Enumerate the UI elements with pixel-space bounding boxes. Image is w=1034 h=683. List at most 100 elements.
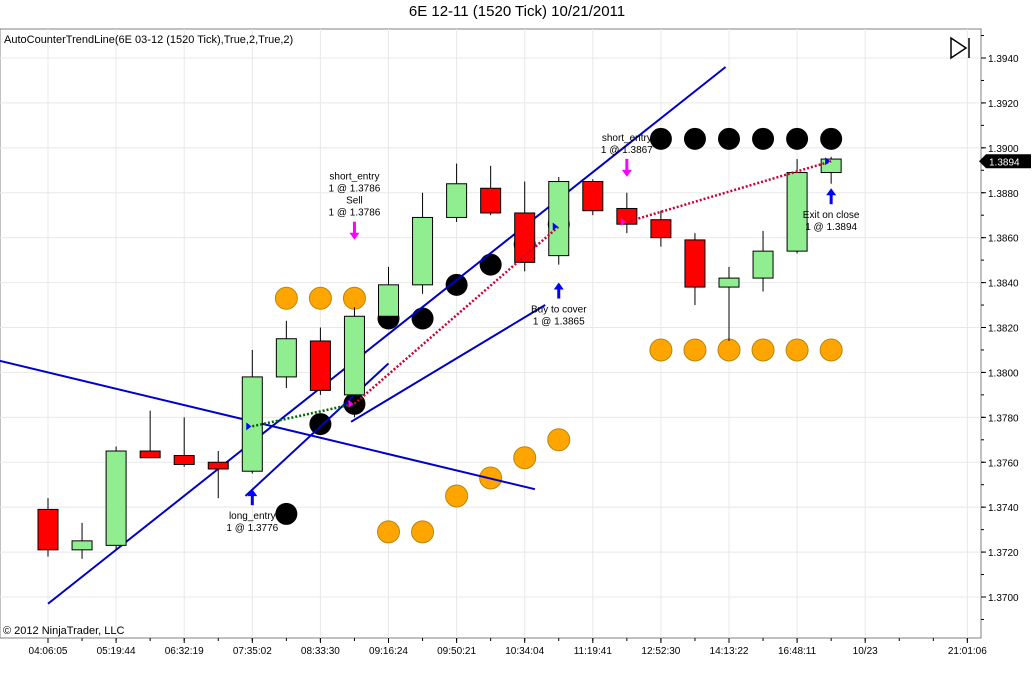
x-axis: 04:06:05 05:19:44 06:32:19 07:35:02 08:33:30… bbox=[29, 638, 987, 657]
orange-dot bbox=[717, 338, 741, 362]
x-tick-label: 12:52:30 bbox=[641, 646, 680, 657]
orange-dot bbox=[785, 338, 809, 362]
execution-label: Buy to cover bbox=[531, 305, 587, 316]
sell-arrow-head bbox=[621, 169, 632, 177]
trend-line bbox=[350, 304, 546, 423]
execution-label: 1 @ 1.3867 bbox=[601, 145, 653, 156]
black-dot bbox=[411, 307, 434, 330]
execution-label: 1 @ 1.3786 bbox=[329, 208, 381, 219]
up-candle bbox=[752, 250, 774, 279]
down-candle bbox=[514, 212, 536, 263]
y-tick-label: 1.3880 bbox=[988, 189, 1019, 200]
execution-label: 1 @ 1.3865 bbox=[533, 317, 585, 328]
down-candle bbox=[173, 455, 195, 465]
x-tick-label: 21:01:06 bbox=[948, 646, 987, 657]
x-tick-label: 07:35:02 bbox=[233, 646, 272, 657]
orange-dot bbox=[411, 520, 435, 544]
execution-label: 1 @ 1.3894 bbox=[805, 222, 857, 233]
x-tick-label: 06:32:19 bbox=[165, 646, 204, 657]
orange-dot bbox=[513, 446, 537, 470]
up-candle bbox=[412, 216, 434, 286]
black-dot bbox=[786, 127, 809, 150]
trade-lines-layer bbox=[252, 160, 832, 428]
dots-layer bbox=[274, 127, 843, 544]
x-tick-label: 04:06:05 bbox=[29, 646, 68, 657]
y-tick-label: 1.3840 bbox=[988, 279, 1019, 290]
trade-line bbox=[626, 160, 832, 224]
execution-label: 1 @ 1.3786 bbox=[329, 184, 381, 195]
black-dot bbox=[309, 413, 332, 436]
trade-line bbox=[353, 225, 560, 405]
execution-marker bbox=[552, 222, 558, 231]
execution-marker bbox=[348, 399, 354, 408]
down-candle bbox=[207, 461, 229, 470]
black-dot bbox=[718, 127, 740, 150]
orange-dot bbox=[342, 286, 366, 310]
down-candle bbox=[37, 508, 59, 551]
trend-line bbox=[47, 66, 727, 605]
orange-dot bbox=[274, 286, 298, 310]
y-tick-label: 1.3860 bbox=[988, 234, 1019, 245]
black-dot bbox=[752, 127, 775, 150]
black-dot bbox=[683, 127, 706, 150]
execution-label: long_entry bbox=[229, 511, 276, 522]
orange-dot bbox=[308, 286, 332, 310]
down-candle bbox=[139, 450, 161, 459]
execution-label: Exit on close bbox=[803, 210, 860, 221]
y-tick-label: 1.3900 bbox=[988, 144, 1019, 155]
buy-arrow-head bbox=[553, 282, 564, 290]
orange-dot bbox=[819, 338, 843, 362]
y-tick-label: 1.3760 bbox=[988, 458, 1019, 469]
down-candle bbox=[480, 187, 502, 214]
x-tick-label: 11:19:41 bbox=[574, 646, 613, 657]
execution-marker bbox=[246, 422, 252, 431]
up-candle bbox=[241, 376, 263, 472]
x-tick-label: 10:34:04 bbox=[505, 646, 544, 657]
y-tick-label: 1.3720 bbox=[988, 548, 1019, 559]
x-tick-label: 09:16:24 bbox=[369, 646, 408, 657]
up-candle bbox=[548, 181, 570, 257]
execution-label: short_entry bbox=[329, 172, 379, 183]
up-candle bbox=[378, 284, 399, 317]
buy-arrow-head bbox=[247, 489, 258, 497]
copyright-label: © 2012 NinjaTrader, LLC bbox=[3, 625, 124, 637]
last-price-marker bbox=[979, 154, 1031, 169]
y-tick-label: 1.3920 bbox=[988, 99, 1019, 110]
up-candle bbox=[718, 277, 740, 288]
x-tick-label: 10/23 bbox=[853, 646, 878, 657]
y-tick-label: 1.3740 bbox=[988, 503, 1019, 514]
orange-dot bbox=[547, 428, 571, 452]
down-candle bbox=[684, 239, 706, 288]
black-dot bbox=[479, 253, 502, 276]
sell-arrow-head bbox=[349, 232, 360, 240]
execution-label: Sell bbox=[346, 196, 363, 207]
black-dot bbox=[275, 502, 298, 525]
y-axis: 1.3700 1.3720 1.3740 1.3760 1.3780 1.3800 1.38… bbox=[979, 35, 1031, 620]
execution-marker bbox=[825, 157, 831, 166]
y-tick-label: 1.3780 bbox=[988, 413, 1019, 424]
up-candle bbox=[71, 540, 93, 551]
x-tick-label: 16:48:11 bbox=[778, 646, 817, 657]
up-candle bbox=[446, 183, 468, 218]
scroll-to-end-icon[interactable] bbox=[950, 36, 970, 60]
black-dot bbox=[649, 127, 672, 150]
plot-frame bbox=[0, 28, 982, 639]
x-tick-label: 08:33:30 bbox=[301, 646, 340, 657]
buy-arrow-head bbox=[826, 188, 837, 196]
y-tick-label: 1.3700 bbox=[988, 593, 1019, 604]
x-tick-label: 14:13:22 bbox=[710, 646, 749, 657]
indicator-label: AutoCounterTrendLine(6E 03-12 (1520 Tick… bbox=[4, 34, 293, 46]
y-tick-label: 1.3820 bbox=[988, 324, 1019, 335]
candles-layer bbox=[37, 156, 842, 559]
up-candle bbox=[820, 158, 842, 174]
chart-title: 6E 12-11 (1520 Tick) 10/21/2011 bbox=[408, 3, 626, 20]
execution-marker bbox=[620, 217, 626, 226]
orange-dot bbox=[377, 520, 400, 544]
x-tick-label: 09:50:21 bbox=[437, 646, 476, 657]
x-tick-label: 05:19:44 bbox=[97, 646, 136, 657]
orange-dot bbox=[649, 338, 673, 362]
up-candle bbox=[275, 338, 297, 378]
black-dot bbox=[445, 273, 468, 296]
